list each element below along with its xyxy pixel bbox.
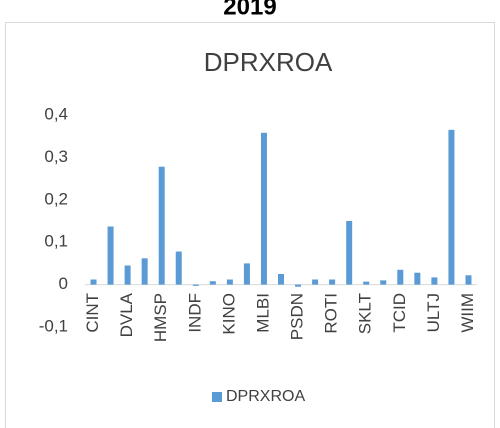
x-tick-label: CINT [83, 293, 102, 333]
bar [380, 280, 387, 285]
bar [192, 284, 199, 286]
x-tick-label: ULTJ [424, 293, 443, 332]
x-tick-label: ROTI [322, 293, 341, 334]
bar [124, 265, 131, 285]
legend-swatch [212, 392, 222, 402]
x-tick-label: PSDN [288, 293, 307, 340]
legend-label: DPRXROA [226, 388, 305, 405]
x-tick-label: TCID [390, 293, 409, 333]
x-tick-label: DVLA [117, 292, 136, 337]
x-tick-label: WIIM [458, 293, 477, 333]
bar [414, 272, 421, 285]
bar [107, 226, 114, 285]
suptitle: 2019 [223, 0, 276, 20]
y-tick-label: -0,1 [39, 316, 68, 335]
bar [260, 132, 267, 285]
bar [465, 275, 472, 285]
chart-title: DPRXROA [204, 47, 333, 77]
bar [346, 221, 353, 285]
x-tick-label: SKLT [356, 293, 375, 334]
bar [448, 129, 455, 285]
bar [243, 263, 250, 285]
bar [226, 279, 233, 285]
y-tick-label: 0,1 [44, 232, 68, 251]
bar [295, 284, 302, 287]
x-tick-label: MLBI [253, 293, 272, 333]
x-tick-label: KINO [219, 293, 238, 335]
y-tick-label: 0,2 [44, 189, 68, 208]
y-tick-label: 0,4 [44, 104, 68, 123]
bar [363, 281, 370, 285]
bar [278, 274, 284, 285]
bar [90, 279, 97, 285]
y-tick-label: 0,3 [44, 147, 68, 166]
x-tick-label: INDF [185, 293, 204, 333]
bar [141, 258, 148, 285]
bar [175, 251, 182, 285]
chart-frame [5, 22, 495, 428]
bar [397, 269, 404, 285]
bar [329, 279, 336, 285]
bar [431, 277, 438, 285]
bar [158, 166, 165, 285]
bar [312, 279, 319, 285]
x-tick-label: HMSP [151, 293, 170, 342]
y-tick-label: 0 [59, 274, 68, 293]
bar [209, 281, 216, 285]
